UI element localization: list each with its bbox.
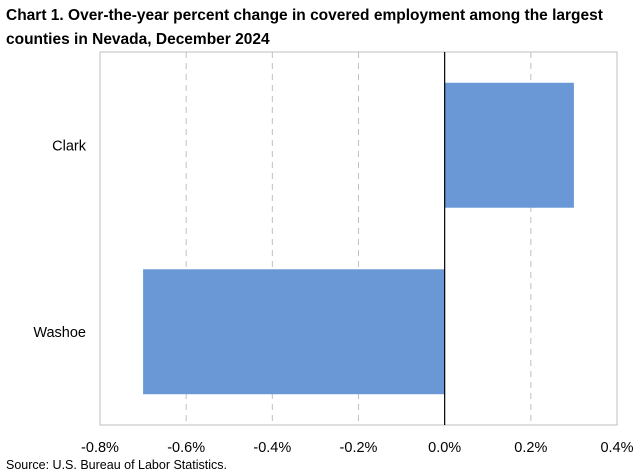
bar-clark	[444, 82, 574, 208]
x-tick-label: -0.8%	[81, 440, 119, 456]
x-tick-label: -0.4%	[253, 440, 291, 456]
category-label: Clark	[52, 138, 87, 154]
x-tick-label: 0.2%	[514, 440, 547, 456]
category-labels: Clark Washoe	[33, 138, 86, 341]
chart-title: Chart 1. Over-the-year percent change in…	[6, 7, 603, 48]
x-tick-labels: -0.8% -0.6% -0.4% -0.2% 0.0% 0.2% 0.4%	[81, 440, 634, 456]
x-tick-label: -0.6%	[167, 440, 205, 456]
source-note: Source: U.S. Bureau of Labor Statistics.	[6, 458, 227, 472]
category-label: Washoe	[33, 325, 86, 341]
x-tick-label: 0.4%	[600, 440, 633, 456]
bar-washoe	[143, 269, 445, 395]
x-tick-label: 0.0%	[428, 440, 461, 456]
x-tick-label: -0.2%	[340, 440, 378, 456]
bars	[143, 82, 574, 395]
